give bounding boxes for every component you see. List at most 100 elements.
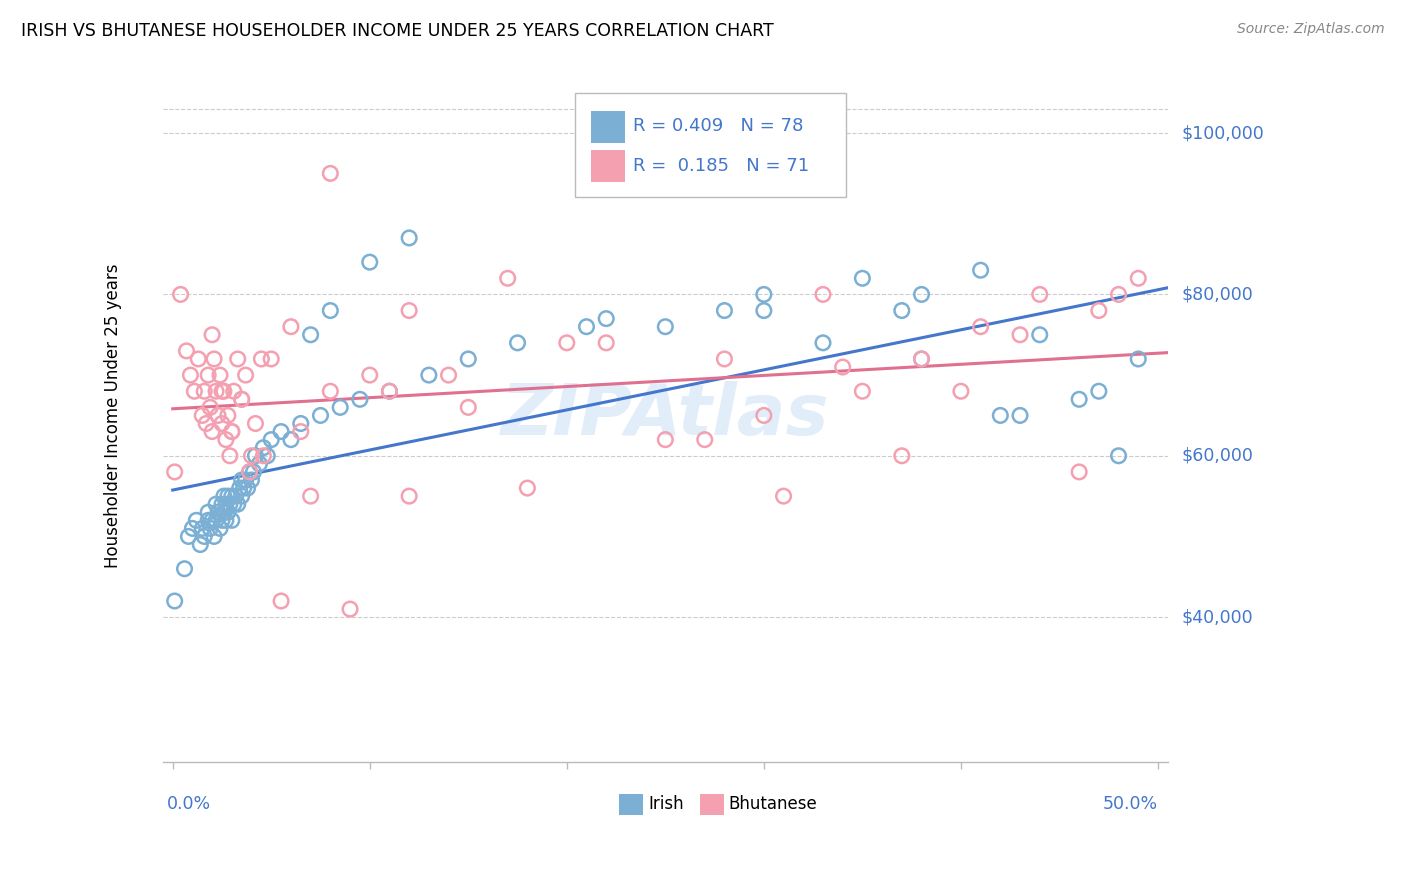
Point <box>457 351 479 366</box>
Point <box>163 594 186 608</box>
FancyBboxPatch shape <box>591 111 626 143</box>
Point <box>211 384 233 399</box>
Point <box>1088 303 1111 318</box>
Point <box>222 384 245 399</box>
Point <box>218 449 240 463</box>
Point <box>319 384 342 399</box>
Point <box>319 303 342 318</box>
Point <box>299 489 322 503</box>
Point <box>1028 287 1050 301</box>
Point <box>398 303 420 318</box>
Point <box>555 335 578 350</box>
Point <box>1008 409 1031 423</box>
Point <box>201 513 224 527</box>
Point <box>197 505 219 519</box>
Point <box>207 505 229 519</box>
Point <box>235 368 257 383</box>
Point <box>910 351 932 366</box>
Point <box>319 166 342 180</box>
Text: $100,000: $100,000 <box>1181 124 1264 142</box>
Point <box>890 449 912 463</box>
Point <box>378 384 401 399</box>
Point <box>169 287 191 301</box>
Point <box>270 594 292 608</box>
Text: 0.0%: 0.0% <box>167 795 211 813</box>
Point <box>211 417 233 431</box>
FancyBboxPatch shape <box>575 93 846 197</box>
Point <box>260 433 283 447</box>
Point <box>245 417 267 431</box>
Text: $40,000: $40,000 <box>1181 608 1253 626</box>
Point <box>890 303 912 318</box>
FancyBboxPatch shape <box>619 794 643 815</box>
Point <box>398 489 420 503</box>
Point <box>222 497 245 511</box>
Point <box>988 409 1011 423</box>
Point <box>197 513 219 527</box>
Point <box>197 368 219 383</box>
Point <box>260 351 283 366</box>
Text: R =  0.185   N = 71: R = 0.185 N = 71 <box>633 157 810 175</box>
Point <box>217 505 239 519</box>
Point <box>851 271 873 285</box>
Point <box>211 497 233 511</box>
Point <box>177 529 200 543</box>
Point <box>299 327 322 342</box>
Text: Householder Income Under 25 years: Householder Income Under 25 years <box>104 263 121 567</box>
Point <box>231 392 253 407</box>
Text: Source: ZipAtlas.com: Source: ZipAtlas.com <box>1237 22 1385 37</box>
Point <box>349 392 371 407</box>
Point <box>198 401 221 415</box>
Point <box>226 497 249 511</box>
Point <box>851 384 873 399</box>
Point <box>195 417 218 431</box>
Point <box>221 425 243 439</box>
Point <box>437 368 460 383</box>
Point <box>191 521 214 535</box>
Point <box>238 465 260 479</box>
Point <box>187 351 209 366</box>
Point <box>225 489 247 503</box>
Point <box>231 473 253 487</box>
Text: ZIPAtlas: ZIPAtlas <box>501 381 830 450</box>
Point <box>252 449 274 463</box>
Point <box>595 311 617 326</box>
Point <box>215 513 238 527</box>
Point <box>496 271 519 285</box>
Point <box>575 319 598 334</box>
Point <box>212 489 235 503</box>
Point <box>516 481 538 495</box>
Point <box>176 343 198 358</box>
Point <box>654 319 676 334</box>
Point <box>201 327 224 342</box>
Text: $80,000: $80,000 <box>1181 285 1254 303</box>
Point <box>235 473 257 487</box>
Point <box>693 433 716 447</box>
Point <box>1008 327 1031 342</box>
Point <box>359 255 381 269</box>
Point <box>231 392 253 407</box>
Point <box>191 409 214 423</box>
Text: IRISH VS BHUTANESE HOUSEHOLDER INCOME UNDER 25 YEARS CORRELATION CHART: IRISH VS BHUTANESE HOUSEHOLDER INCOME UN… <box>21 22 773 40</box>
Point <box>205 384 228 399</box>
Point <box>183 384 205 399</box>
Point <box>240 449 263 463</box>
Point <box>290 425 312 439</box>
Point <box>969 263 991 277</box>
Point <box>595 335 617 350</box>
Point <box>418 368 440 383</box>
Point <box>713 351 735 366</box>
Point <box>270 425 292 439</box>
Point <box>752 409 775 423</box>
Point <box>211 513 233 527</box>
Point <box>163 465 186 479</box>
Point <box>1069 392 1091 407</box>
Point <box>245 449 267 463</box>
Point <box>217 489 239 503</box>
Point <box>910 351 932 366</box>
Point <box>236 481 259 495</box>
Point <box>949 384 972 399</box>
Point <box>240 473 263 487</box>
Point <box>1108 449 1130 463</box>
Point <box>1108 287 1130 301</box>
